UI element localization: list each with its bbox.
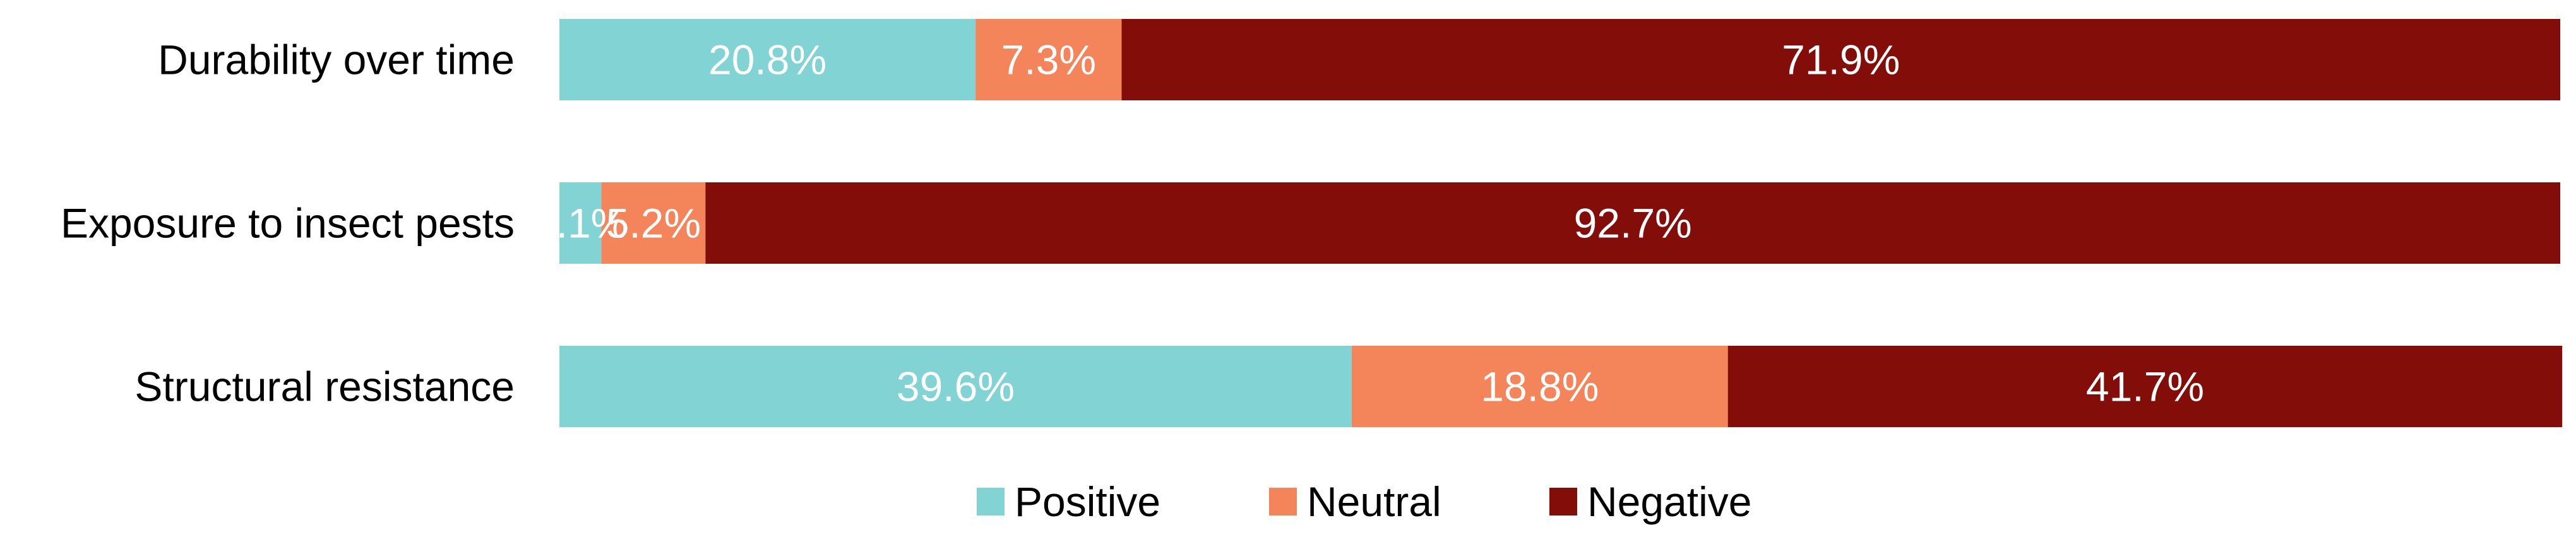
- category-label-exposure-to-insect-pests: Exposure to insect pests: [61, 200, 515, 247]
- plot-area: 20.8% 7.3% 71.9% 2.1%5.2% 92.7% 39.6% 18.8% 41.…: [533, 19, 2563, 427]
- bar-neutral-exposure-to-insect-pests: [601, 182, 706, 264]
- category-label-structural-resistance: Structural resistance: [134, 363, 515, 410]
- bar-negative-structural-resistance: [1727, 346, 2563, 427]
- data-label-positive-durability-over-time: 20.8%: [708, 37, 826, 83]
- legend-swatch-positive: [977, 488, 1005, 515]
- bar-neutral-durability-over-time: [975, 19, 1122, 100]
- data-label-positive-exposure-to-insect-pests: 2.1%: [533, 200, 628, 247]
- bar-neutral-structural-resistance: [1351, 346, 1728, 427]
- category-labels: Durability over time Exposure to insect p…: [61, 37, 515, 410]
- bar-positive-durability-over-time: [559, 19, 976, 100]
- data-label-negative-structural-resistance: 41.7%: [2086, 363, 2204, 410]
- bar-positive-exposure-to-insect-pests: [559, 182, 602, 264]
- category-label-durability-over-time: Durability over time: [158, 37, 515, 83]
- legend-swatch-negative: [1549, 488, 1577, 515]
- legend: Positive Neutral Negative: [977, 478, 1752, 525]
- bar-negative-exposure-to-insect-pests: [705, 182, 2561, 264]
- legend-label-positive: Positive: [1015, 478, 1160, 525]
- bar-negative-durability-over-time: [1121, 19, 2560, 100]
- legend-label-neutral: Neutral: [1307, 478, 1441, 525]
- data-label-positive-structural-resistance: 39.6%: [897, 363, 1015, 410]
- bar-positive-structural-resistance: [559, 346, 1352, 427]
- data-label-neutral-durability-over-time: 7.3%: [1001, 37, 1096, 83]
- data-label-negative-exposure-to-insect-pests: 92.7%: [1574, 200, 1692, 247]
- data-label-negative-durability-over-time: 71.9%: [1782, 37, 1900, 83]
- legend-label-negative: Negative: [1587, 478, 1752, 525]
- data-label-neutral-exposure-to-insect-pests: 5.2%: [606, 200, 701, 247]
- data-label-neutral-structural-resistance: 18.8%: [1481, 363, 1599, 410]
- legend-swatch-neutral: [1269, 488, 1297, 515]
